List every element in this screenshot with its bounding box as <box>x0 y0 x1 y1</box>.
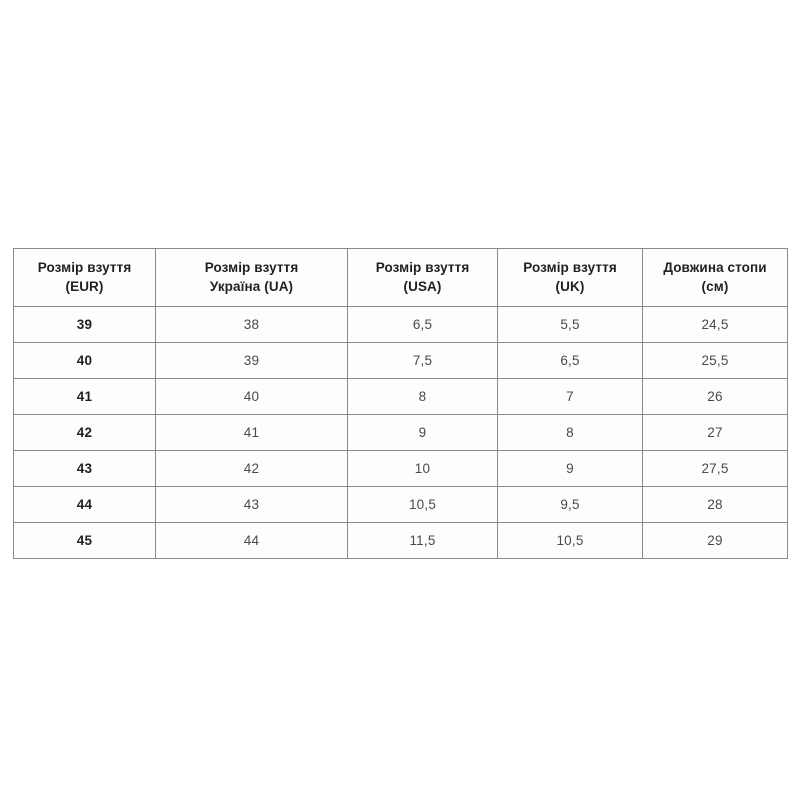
column-header-uk-line1: Розмір взуття <box>523 260 617 276</box>
cell-eur: 42 <box>13 414 156 451</box>
table-row: 45 44 11,5 10,5 29 <box>13 522 788 559</box>
cell-eur: 40 <box>13 342 156 379</box>
table-body: 39 38 6,5 5,5 24,5 40 39 7,5 6,5 25,5 41 40 8 7 26 42 41… <box>13 306 788 559</box>
cell-cm: 26 <box>642 378 788 415</box>
cell-ua: 44 <box>155 522 348 559</box>
column-header-ua: Розмір взуття Україна (UA) <box>155 248 348 307</box>
header-row: Розмір взуття (EUR) Розмір взуття Україн… <box>13 248 788 307</box>
cell-eur: 43 <box>13 450 156 487</box>
cell-eur: 45 <box>13 522 156 559</box>
table-row: 41 40 8 7 26 <box>13 378 788 415</box>
column-header-ua-line2: Україна (UA) <box>209 278 294 294</box>
table-row: 40 39 7,5 6,5 25,5 <box>13 342 788 379</box>
cell-cm: 28 <box>642 486 788 523</box>
cell-cm: 29 <box>642 522 788 559</box>
column-header-eur: Розмір взуття (EUR) <box>13 248 156 307</box>
column-header-cm: Довжина стопи (см) <box>642 248 788 307</box>
cell-uk: 9 <box>497 450 643 487</box>
table-row: 44 43 10,5 9,5 28 <box>13 486 788 523</box>
cell-uk: 9,5 <box>497 486 643 523</box>
cell-usa: 6,5 <box>347 306 498 343</box>
cell-ua: 38 <box>155 306 348 343</box>
cell-usa: 10,5 <box>347 486 498 523</box>
column-header-cm-line2: (см) <box>701 278 729 294</box>
shoe-size-chart: Розмір взуття (EUR) Розмір взуття Україн… <box>13 248 788 559</box>
cell-cm: 24,5 <box>642 306 788 343</box>
cell-eur: 44 <box>13 486 156 523</box>
table-row: 39 38 6,5 5,5 24,5 <box>13 306 788 343</box>
cell-uk: 10,5 <box>497 522 643 559</box>
cell-uk: 6,5 <box>497 342 643 379</box>
cell-usa: 11,5 <box>347 522 498 559</box>
column-header-uk-line2: (UK) <box>555 278 585 294</box>
column-header-usa: Розмір взуття (USA) <box>347 248 498 307</box>
column-header-uk: Розмір взуття (UK) <box>497 248 643 307</box>
table-row: 42 41 9 8 27 <box>13 414 788 451</box>
cell-usa: 9 <box>347 414 498 451</box>
column-header-usa-line1: Розмір взуття <box>375 260 470 276</box>
cell-ua: 42 <box>155 450 348 487</box>
cell-usa: 7,5 <box>347 342 498 379</box>
column-header-usa-line2: (USA) <box>403 278 442 294</box>
cell-uk: 8 <box>497 414 643 451</box>
cell-ua: 40 <box>155 378 348 415</box>
cell-eur: 41 <box>13 378 156 415</box>
column-header-ua-line1: Розмір взуття <box>204 260 299 276</box>
table-header: Розмір взуття (EUR) Розмір взуття Україн… <box>13 248 788 307</box>
cell-ua: 39 <box>155 342 348 379</box>
table-row: 43 42 10 9 27,5 <box>13 450 788 487</box>
cell-ua: 43 <box>155 486 348 523</box>
cell-eur: 39 <box>13 306 156 343</box>
cell-uk: 7 <box>497 378 643 415</box>
column-header-cm-line1: Довжина стопи <box>663 260 767 276</box>
cell-cm: 25,5 <box>642 342 788 379</box>
size-conversion-table: Розмір взуття (EUR) Розмір взуття Україн… <box>13 248 788 559</box>
cell-cm: 27 <box>642 414 788 451</box>
cell-usa: 8 <box>347 378 498 415</box>
column-header-eur-line1: Розмір взуття <box>37 260 132 276</box>
column-header-eur-line2: (EUR) <box>65 278 104 294</box>
cell-cm: 27,5 <box>642 450 788 487</box>
cell-ua: 41 <box>155 414 348 451</box>
cell-usa: 10 <box>347 450 498 487</box>
cell-uk: 5,5 <box>497 306 643 343</box>
